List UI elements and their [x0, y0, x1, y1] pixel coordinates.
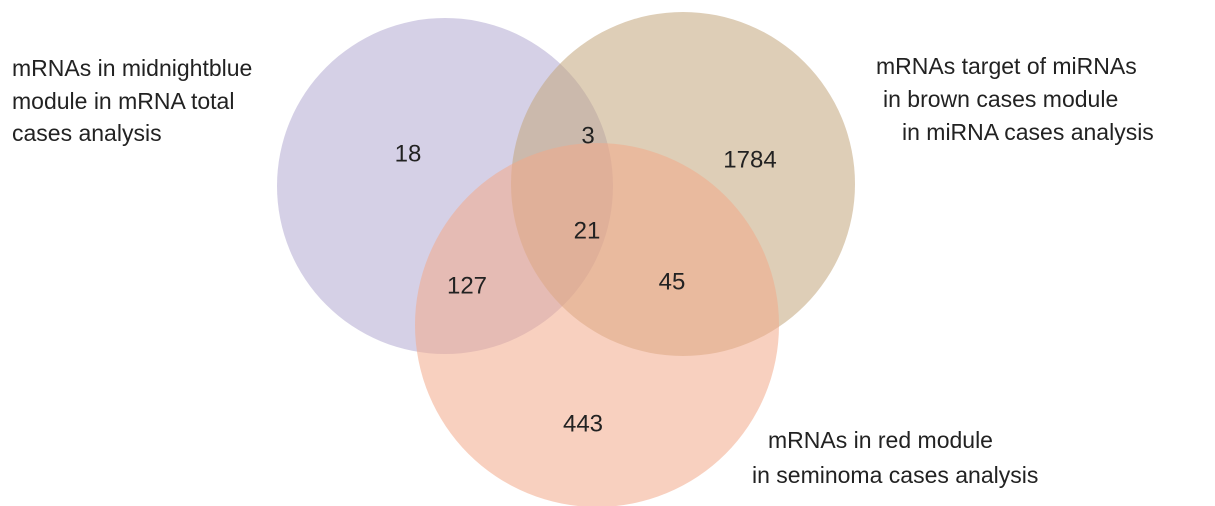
region-count: 18: [395, 140, 422, 167]
set-label: in miRNA cases analysis: [902, 119, 1154, 145]
set-label: mRNAs target of miRNAs: [876, 53, 1137, 79]
region-count: 21: [574, 217, 601, 244]
set-label: module in mRNA total: [12, 88, 234, 114]
set-circle-red: [415, 143, 779, 506]
set-label: in brown cases module: [883, 86, 1118, 112]
region-count: 45: [659, 268, 686, 295]
set-label: mRNAs in midnightblue: [12, 55, 252, 81]
region-count: 443: [563, 410, 603, 437]
set-label: mRNAs in red module: [768, 427, 993, 453]
region-count: 1784: [723, 146, 776, 173]
set-label: in seminoma cases analysis: [752, 462, 1038, 488]
set-label: cases analysis: [12, 120, 162, 146]
region-count: 3: [581, 122, 594, 149]
region-count: 127: [447, 272, 487, 299]
